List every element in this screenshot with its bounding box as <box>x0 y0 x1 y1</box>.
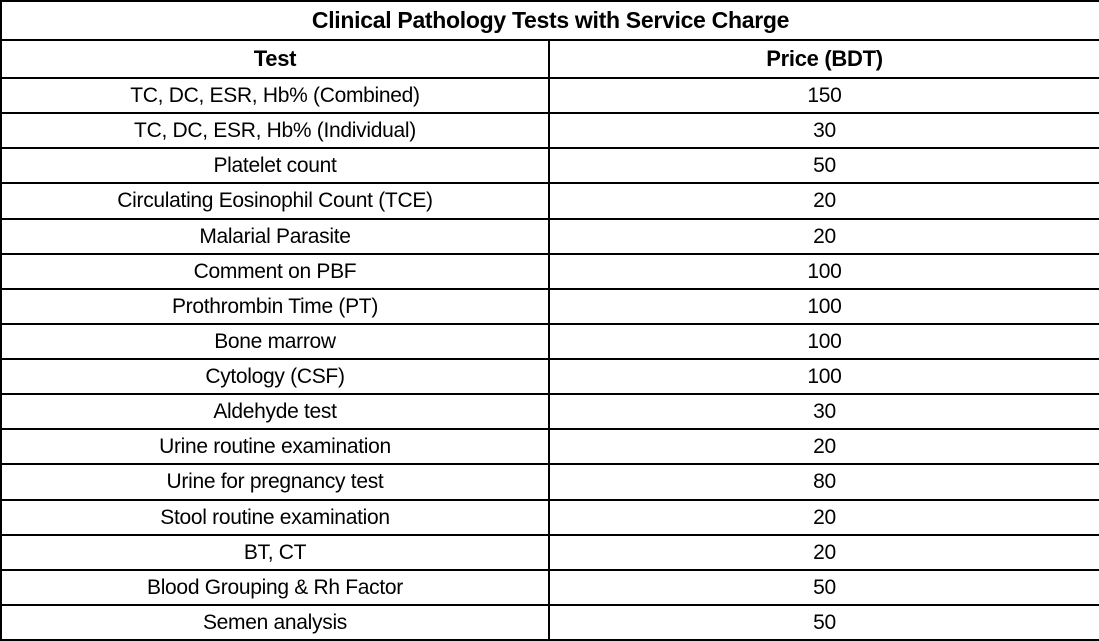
price-cell: 20 <box>548 498 1099 536</box>
table-row: Cytology (CSF) 100 <box>0 357 1099 396</box>
column-header-price: Price (BDT) <box>548 39 1099 79</box>
price-cell: 50 <box>548 147 1099 185</box>
test-name-cell: TC, DC, ESR, Hb% (Combined) <box>0 76 550 115</box>
price-cell: 20 <box>548 428 1099 466</box>
table-row: Comment on PBF 100 <box>0 252 1099 290</box>
price-cell: 30 <box>548 112 1099 150</box>
table-row: Stool routine examination 20 <box>0 498 1099 536</box>
table-row: Blood Grouping & Rh Factor 50 <box>0 568 1099 606</box>
price-cell: 100 <box>548 252 1099 290</box>
price-cell: 100 <box>548 287 1099 325</box>
table-row: Prothrombin Time (PT) 100 <box>0 287 1099 325</box>
price-cell: 20 <box>548 182 1099 220</box>
test-name-cell: Comment on PBF <box>0 252 550 290</box>
test-name-cell: Urine for pregnancy test <box>0 463 550 501</box>
table-body: TC, DC, ESR, Hb% (Combined) 150 TC, DC, ES… <box>0 76 1099 641</box>
table-row: Bone marrow 100 <box>0 322 1099 361</box>
test-name-cell: Stool routine examination <box>0 498 550 536</box>
test-name-cell: TC, DC, ESR, Hb% (Individual) <box>0 112 550 150</box>
price-cell: 80 <box>548 463 1099 501</box>
table-row: Platelet count 50 <box>0 147 1099 185</box>
test-name-cell: BT, CT <box>0 533 550 571</box>
test-name-cell: Malarial Parasite <box>0 217 550 255</box>
price-cell: 50 <box>548 568 1099 606</box>
test-name-cell: Blood Grouping & Rh Factor <box>0 568 550 606</box>
table-row: Malarial Parasite 20 <box>0 217 1099 255</box>
table-row: Urine for pregnancy test 80 <box>0 463 1099 501</box>
header-row: Test Price (BDT) <box>0 39 1099 79</box>
price-cell: 50 <box>548 603 1099 641</box>
table-row: Circulating Eosinophil Count (TCE) 20 <box>0 182 1099 220</box>
column-header-test: Test <box>0 39 550 79</box>
test-name-cell: Prothrombin Time (PT) <box>0 287 550 325</box>
title-row: Clinical Pathology Tests with Service Ch… <box>0 0 1099 41</box>
table-row: TC, DC, ESR, Hb% (Individual) 30 <box>0 112 1099 150</box>
price-cell: 20 <box>548 533 1099 571</box>
table-row: Urine routine examination 20 <box>0 428 1099 466</box>
table-title: Clinical Pathology Tests with Service Ch… <box>0 0 1099 41</box>
price-cell: 100 <box>548 322 1099 361</box>
test-name-cell: Bone marrow <box>0 322 550 361</box>
table-row: Aldehyde test 30 <box>0 393 1099 431</box>
price-cell: 20 <box>548 217 1099 255</box>
table-row: TC, DC, ESR, Hb% (Combined) 150 <box>0 76 1099 115</box>
price-cell: 30 <box>548 393 1099 431</box>
table-row: BT, CT 20 <box>0 533 1099 571</box>
test-name-cell: Urine routine examination <box>0 428 550 466</box>
test-name-cell: Semen analysis <box>0 603 550 641</box>
price-cell: 100 <box>548 357 1099 396</box>
price-cell: 150 <box>548 76 1099 115</box>
table-row: Semen analysis 50 <box>0 603 1099 641</box>
table-head: Clinical Pathology Tests with Service Ch… <box>0 0 1099 79</box>
test-name-cell: Circulating Eosinophil Count (TCE) <box>0 182 550 220</box>
test-name-cell: Cytology (CSF) <box>0 357 550 396</box>
test-name-cell: Aldehyde test <box>0 393 550 431</box>
test-name-cell: Platelet count <box>0 147 550 185</box>
